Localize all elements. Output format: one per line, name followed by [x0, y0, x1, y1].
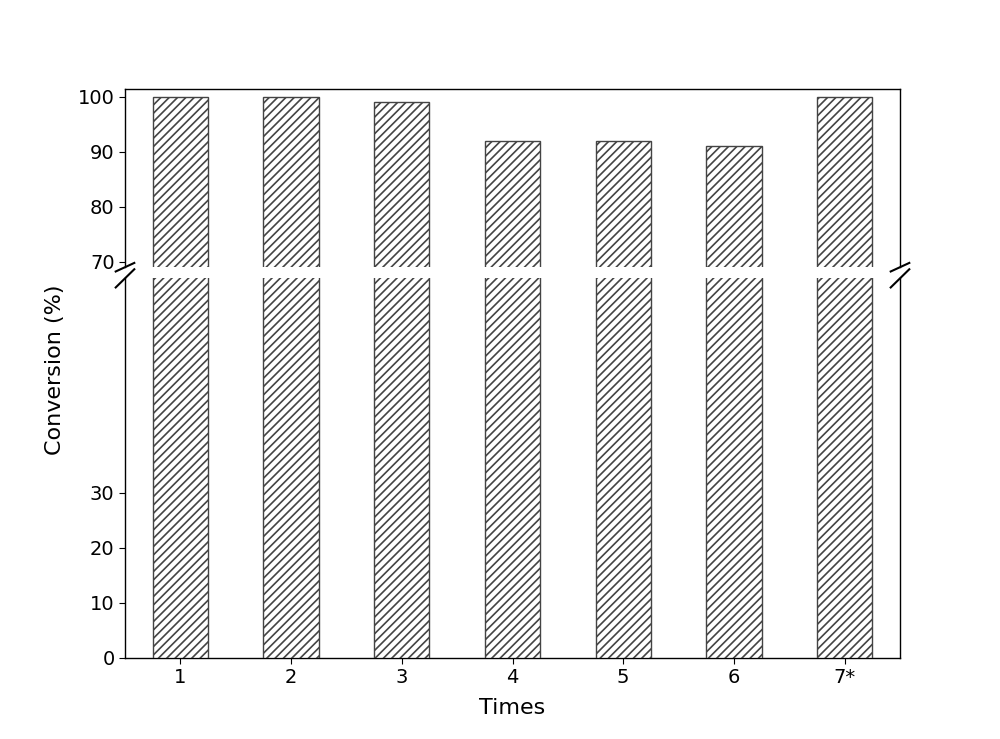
Bar [596, 141, 651, 646]
Bar [153, 108, 208, 658]
Bar [485, 152, 540, 658]
Bar [706, 157, 762, 658]
Bar [817, 108, 872, 658]
Text: Conversion (%): Conversion (%) [45, 285, 65, 454]
Bar [374, 103, 429, 646]
Bar [817, 97, 872, 646]
Bar [153, 97, 208, 646]
Bar [263, 97, 319, 646]
Bar [263, 108, 319, 658]
Bar [374, 113, 429, 658]
Bar [596, 152, 651, 658]
Bar [706, 146, 762, 646]
Bar [485, 141, 540, 646]
X-axis label: Times: Times [479, 698, 546, 718]
